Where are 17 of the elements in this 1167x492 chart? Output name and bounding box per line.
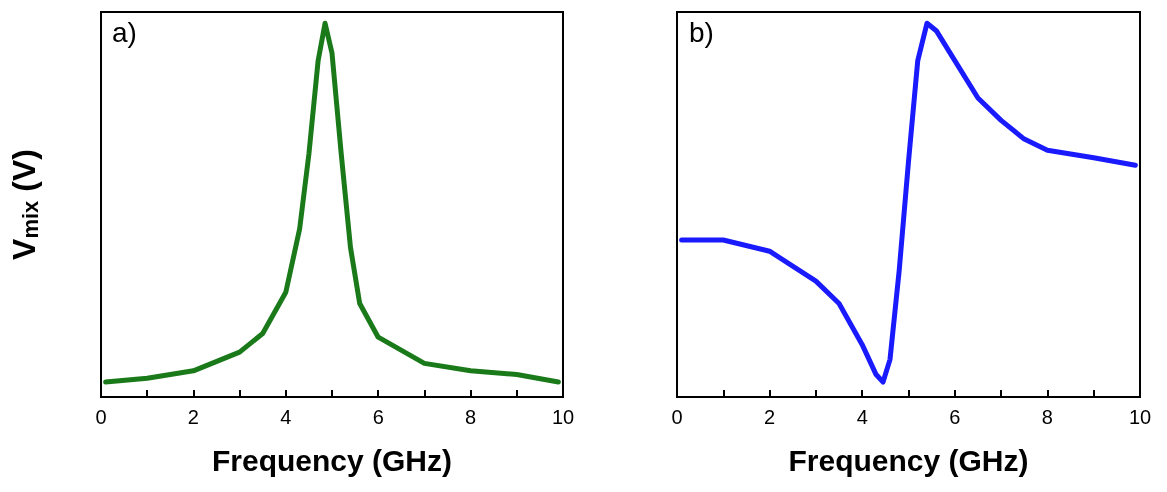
x-axis-title: Frequency (GHz) bbox=[788, 443, 1029, 477]
x-tick-label: 0 bbox=[671, 406, 683, 428]
x-tick-label: 8 bbox=[465, 406, 477, 428]
x-tick-label: 2 bbox=[764, 406, 776, 428]
annotation: b) bbox=[689, 16, 714, 48]
x-tick-label: 8 bbox=[1041, 406, 1053, 428]
y-axis-title: Vmix (V) bbox=[6, 149, 43, 260]
annotation: a) bbox=[112, 16, 137, 48]
x-tick-label: 6 bbox=[372, 406, 384, 428]
x-axis-title: Frequency (GHz) bbox=[211, 443, 453, 477]
x-tick-label: 2 bbox=[187, 406, 199, 428]
x-tick-label: 6 bbox=[949, 406, 961, 428]
x-tick-label: 10 bbox=[551, 406, 575, 428]
x-tick-label: 4 bbox=[280, 406, 292, 428]
x-tick-label: 0 bbox=[95, 406, 107, 428]
x-tick-label: 10 bbox=[1128, 406, 1152, 428]
x-tick-label: 4 bbox=[856, 406, 868, 428]
